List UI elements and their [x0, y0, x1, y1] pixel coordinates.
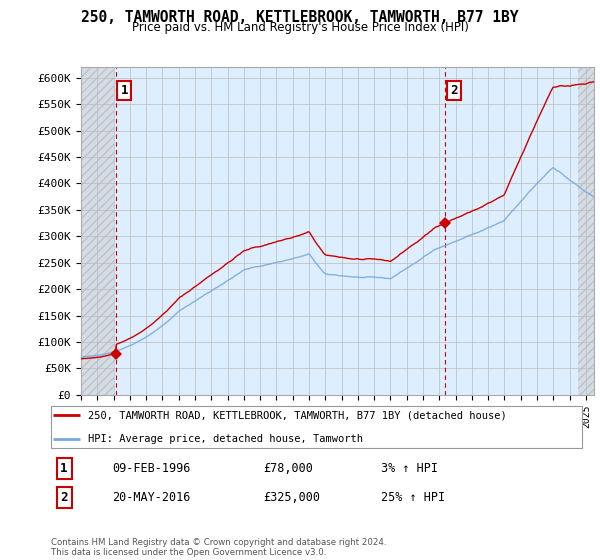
Text: Price paid vs. HM Land Registry's House Price Index (HPI): Price paid vs. HM Land Registry's House …	[131, 21, 469, 34]
Bar	[81, 67, 113, 395]
Text: 20-MAY-2016: 20-MAY-2016	[112, 491, 191, 504]
Text: 1: 1	[121, 83, 128, 97]
Text: £78,000: £78,000	[263, 462, 313, 475]
FancyBboxPatch shape	[50, 405, 583, 449]
Text: HPI: Average price, detached house, Tamworth: HPI: Average price, detached house, Tamw…	[88, 434, 363, 444]
Text: 2: 2	[451, 83, 458, 97]
Text: 09-FEB-1996: 09-FEB-1996	[112, 462, 191, 475]
Text: 1: 1	[61, 462, 68, 475]
Bar	[578, 67, 594, 395]
Text: 2: 2	[61, 491, 68, 504]
Text: 250, TAMWORTH ROAD, KETTLEBROOK, TAMWORTH, B77 1BY (detached house): 250, TAMWORTH ROAD, KETTLEBROOK, TAMWORT…	[88, 410, 507, 420]
Text: 3% ↑ HPI: 3% ↑ HPI	[381, 462, 438, 475]
Text: £325,000: £325,000	[263, 491, 320, 504]
Text: Contains HM Land Registry data © Crown copyright and database right 2024.
This d: Contains HM Land Registry data © Crown c…	[51, 538, 386, 557]
Text: 250, TAMWORTH ROAD, KETTLEBROOK, TAMWORTH, B77 1BY: 250, TAMWORTH ROAD, KETTLEBROOK, TAMWORT…	[81, 10, 519, 25]
Text: 25% ↑ HPI: 25% ↑ HPI	[381, 491, 445, 504]
